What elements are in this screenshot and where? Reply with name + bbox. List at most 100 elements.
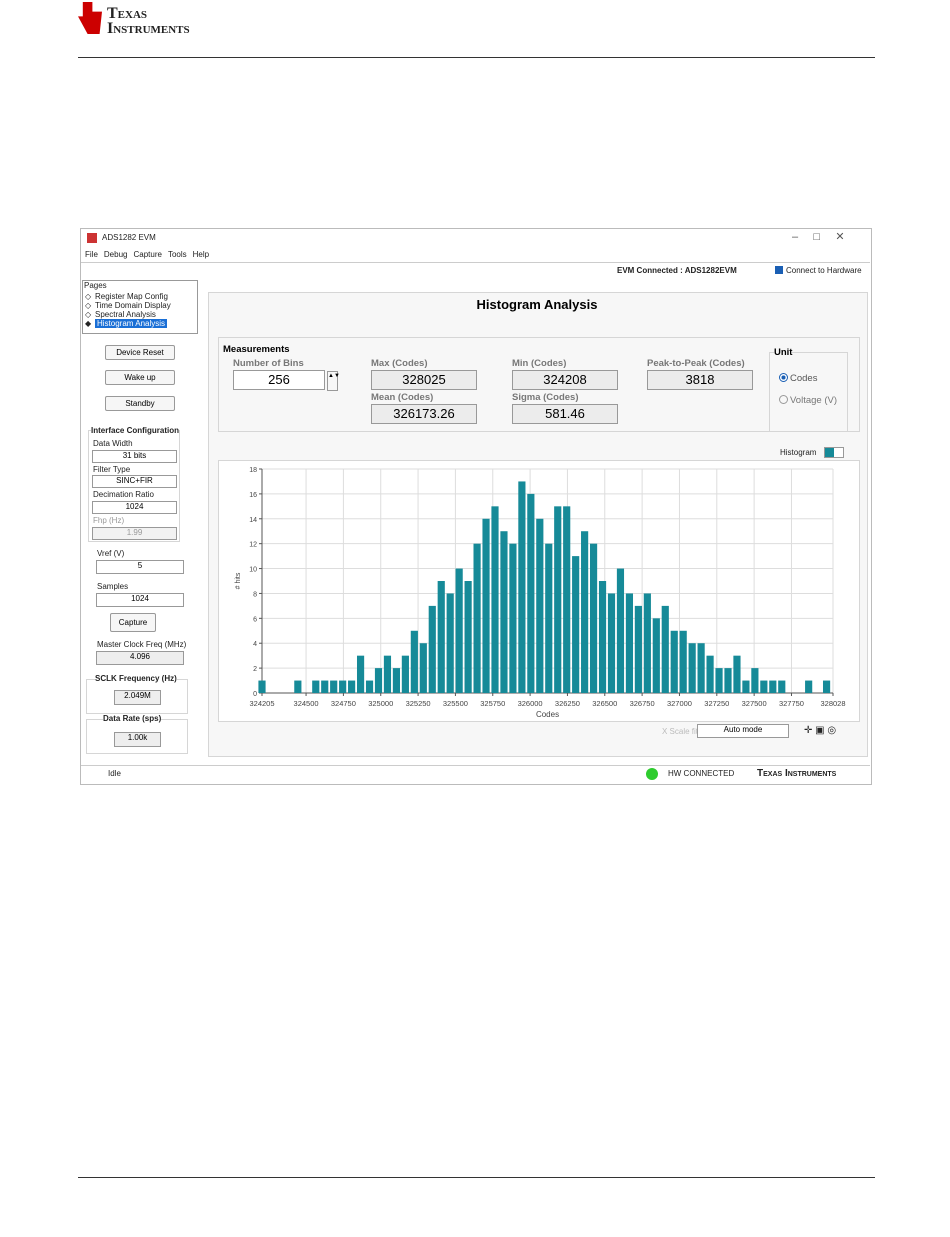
- bar: [778, 680, 786, 693]
- field-value: 3818: [647, 370, 753, 390]
- page-item[interactable]: Time Domain Display: [95, 301, 171, 310]
- label: Vref (V): [97, 549, 125, 558]
- rule: [78, 57, 875, 58]
- field-label: Number of Bins: [233, 358, 304, 369]
- x-tick-label: 325000: [368, 699, 393, 708]
- bar: [437, 581, 445, 693]
- x-tick-label: 326000: [518, 699, 543, 708]
- rule: [78, 1177, 875, 1178]
- brand-2: Instruments: [107, 20, 190, 37]
- field-label: Min (Codes): [512, 358, 567, 369]
- radio-label: Codes: [790, 373, 818, 384]
- field-label: Mean (Codes): [371, 392, 434, 403]
- y-tick-label: 8: [253, 591, 257, 598]
- x-tick-label: 326750: [630, 699, 655, 708]
- y-tick-label: 16: [249, 492, 257, 499]
- x-tick-label: 327250: [704, 699, 729, 708]
- bar: [258, 680, 266, 693]
- bar: [545, 543, 553, 693]
- panel-title: Histogram Analysis: [476, 297, 598, 312]
- y-tick-label: 12: [249, 542, 257, 549]
- field-value: 326173.26: [371, 404, 477, 424]
- x-tick-label: 325500: [443, 699, 468, 708]
- ti-logo: [78, 2, 102, 34]
- bar: [706, 655, 714, 693]
- y-tick-label: 14: [249, 517, 257, 524]
- connection-status: EVM Connected : ADS1282EVM: [617, 266, 737, 275]
- page-item[interactable]: Histogram Analysis: [95, 319, 168, 328]
- radio[interactable]: [779, 395, 788, 404]
- bar: [321, 680, 329, 693]
- field-label: Sigma (Codes): [512, 392, 579, 403]
- bar: [822, 680, 831, 693]
- label: Decimation Ratio: [93, 490, 154, 499]
- bar: [688, 643, 696, 693]
- bar: [294, 680, 302, 693]
- bar: [392, 668, 401, 693]
- spinner[interactable]: ▲▼: [327, 371, 340, 391]
- y-tick-label: 18: [249, 467, 257, 474]
- menu-item[interactable]: Tools: [167, 250, 187, 259]
- menu-item[interactable]: File: [85, 250, 98, 259]
- page-bullet: ◇: [85, 301, 92, 310]
- menu-item[interactable]: Help: [192, 250, 210, 259]
- field: 1.00k: [114, 732, 161, 747]
- plot-tools[interactable]: ✛ ▣ ◎: [804, 725, 837, 736]
- dropdown[interactable]: 31 bits: [92, 450, 177, 463]
- x-tick-label: 326500: [592, 699, 617, 708]
- x-tick-label: 328028: [820, 699, 845, 708]
- menu-bar: File Debug Capture Tools Help: [85, 250, 215, 259]
- bar: [805, 680, 813, 693]
- dropdown[interactable]: 1024: [96, 593, 184, 607]
- bar: [491, 506, 499, 693]
- bar: [348, 680, 356, 693]
- dropdown[interactable]: 1024: [92, 501, 177, 514]
- menu-item[interactable]: Capture: [133, 250, 162, 259]
- label: Filter Type: [93, 465, 131, 474]
- bar: [365, 680, 374, 693]
- bar: [751, 668, 759, 693]
- button[interactable]: Device Reset: [105, 345, 175, 360]
- bar: [589, 543, 598, 693]
- bar: [616, 568, 625, 693]
- y-axis-label: # hits: [235, 572, 242, 589]
- button[interactable]: Wake up: [105, 370, 175, 385]
- y-tick-label: 2: [253, 666, 257, 673]
- menu-item[interactable]: Debug: [103, 250, 128, 259]
- capture-button[interactable]: Capture: [110, 613, 156, 632]
- pages-label: Pages: [84, 281, 107, 290]
- bar: [607, 593, 616, 693]
- bar: [598, 581, 607, 693]
- dropdown[interactable]: 4.096: [96, 651, 184, 665]
- bar: [455, 568, 463, 693]
- field-value[interactable]: 256: [233, 370, 325, 390]
- bar: [330, 680, 338, 693]
- input[interactable]: 5: [96, 560, 184, 574]
- label: Fhp (Hz): [93, 516, 125, 525]
- bar: [500, 531, 508, 693]
- x-axis-label: Codes: [536, 710, 559, 719]
- bar: [661, 605, 669, 693]
- field-label: Max (Codes): [371, 358, 428, 369]
- x-tick-label: 324750: [331, 699, 356, 708]
- bar: [428, 605, 436, 693]
- dropdown[interactable]: SINC+FIR: [92, 475, 177, 488]
- page-bullet: ◇: [85, 310, 92, 319]
- checkbox[interactable]: [775, 266, 783, 274]
- radio[interactable]: [779, 373, 788, 382]
- bar: [509, 543, 517, 693]
- label: Master Clock Freq (MHz): [97, 640, 187, 649]
- y-tick-label: 4: [253, 641, 257, 648]
- group-title: Interface Configuration: [91, 426, 180, 435]
- page-item[interactable]: Register Map Config: [95, 292, 168, 301]
- button[interactable]: Standby: [105, 396, 175, 411]
- measure-box: [218, 337, 860, 432]
- dropdown[interactable]: Auto mode: [697, 724, 789, 738]
- bar: [643, 593, 651, 693]
- footer-brand: Texas Instruments: [757, 768, 837, 779]
- bar: [715, 668, 723, 693]
- bar: [446, 593, 454, 693]
- page-item[interactable]: Spectral Analysis: [95, 310, 156, 319]
- window-controls[interactable]: – □ ✕: [792, 231, 845, 243]
- bar: [536, 518, 544, 693]
